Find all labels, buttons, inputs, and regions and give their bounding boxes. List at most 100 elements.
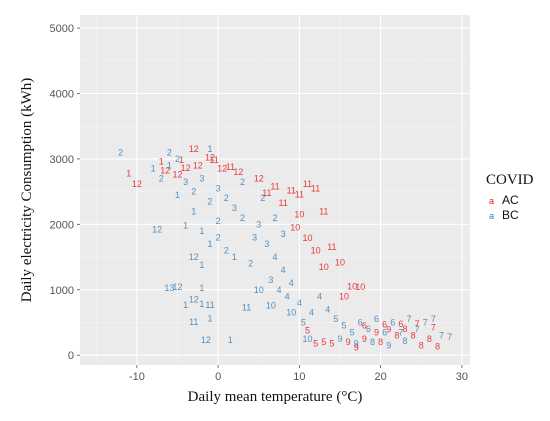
data-point-bc: 2: [167, 147, 172, 157]
data-point-bc: 7: [439, 331, 444, 341]
data-point-bc: 9: [386, 340, 391, 350]
data-point-bc: 12: [189, 252, 199, 262]
data-point-ac: 11: [226, 162, 235, 172]
data-point-bc: 2: [224, 246, 229, 256]
data-point-bc: 7: [431, 314, 436, 324]
data-point-ac: 7: [431, 323, 436, 333]
data-point-bc: 9: [337, 334, 342, 344]
data-point-bc: 3: [281, 229, 286, 239]
data-point-ac: 12: [254, 174, 264, 184]
data-point-ac: 11: [311, 183, 320, 193]
data-point-bc: 2: [159, 174, 164, 184]
data-point-bc: 13: [164, 283, 174, 293]
data-point-bc: 7: [407, 314, 412, 324]
data-point-ac: 5: [313, 338, 318, 348]
data-point-bc: 3: [183, 177, 188, 187]
data-point-ac: 12: [205, 153, 215, 163]
data-point-bc: 1: [228, 335, 233, 345]
data-point-ac: 8: [419, 340, 424, 350]
data-point-ac: 9: [362, 334, 367, 344]
y-tick-label: 3000: [50, 154, 74, 166]
data-point-ac: 1: [126, 168, 131, 178]
data-point-bc: 5: [342, 321, 347, 331]
data-point-bc: 3: [252, 232, 257, 242]
legend-title: COVID: [486, 172, 534, 188]
x-tick-label: 0: [215, 371, 221, 383]
data-point-bc: 1: [207, 314, 212, 324]
data-point-bc: 2: [272, 213, 277, 223]
data-point-bc: 2: [248, 259, 253, 269]
data-point-ac: 11: [295, 189, 304, 199]
data-point-bc: 4: [309, 308, 314, 318]
data-point-bc: 12: [152, 225, 162, 235]
data-point-ac: 10: [294, 210, 304, 220]
data-point-ac: 8: [435, 342, 440, 352]
data-point-ac: 10: [355, 282, 365, 292]
data-point-bc: 5: [301, 317, 306, 327]
data-point-bc: 1: [199, 283, 204, 293]
data-point-bc: 1: [199, 260, 204, 270]
data-point-ac: 10: [290, 223, 300, 233]
data-point-bc: 2: [260, 193, 265, 203]
data-point-bc: 6: [374, 314, 379, 324]
data-point-ac: 12: [217, 164, 227, 174]
data-point-ac: 9: [386, 325, 391, 335]
data-point-bc: 1: [199, 299, 204, 309]
data-point-ac: 11: [327, 242, 336, 252]
data-point-bc: 10: [266, 300, 276, 310]
data-point-bc: 3: [256, 219, 261, 229]
x-tick-label: -10: [129, 371, 145, 383]
data-point-bc: 4: [297, 298, 302, 308]
data-point-bc: 5: [350, 327, 355, 337]
data-point-bc: 6: [382, 327, 387, 337]
data-point-bc: 3: [199, 174, 204, 184]
data-point-ac: 9: [346, 337, 351, 347]
y-tick-label: 4000: [50, 89, 74, 101]
data-point-bc: 12: [201, 335, 211, 345]
plot-panel: [80, 15, 470, 365]
data-point-bc: 3: [264, 239, 269, 249]
data-point-bc: 1: [207, 239, 212, 249]
data-point-ac: 5: [329, 338, 334, 348]
data-point-ac: 8: [394, 331, 399, 341]
legend-key-bc: a: [489, 211, 494, 221]
data-point-bc: 12: [172, 282, 182, 292]
data-point-ac: 12: [193, 160, 203, 170]
data-point-ac: 12: [172, 170, 182, 180]
data-point-ac: 11: [319, 206, 328, 216]
data-point-bc: 3: [216, 183, 221, 193]
y-axis-title: Daily electricity Consumption (kWh): [19, 78, 35, 303]
y-tick-label: 1000: [50, 285, 74, 297]
data-point-ac: 12: [189, 144, 199, 154]
data-point-bc: 1: [232, 252, 237, 262]
x-axis-title: Daily mean temperature (°C): [188, 389, 363, 405]
legend-label-ac: AC: [502, 193, 519, 207]
data-point-ac: 12: [233, 167, 243, 177]
data-point-bc: 2: [224, 193, 229, 203]
data-point-ac: 9: [354, 342, 359, 352]
data-point-bc: 6: [366, 324, 371, 334]
data-point-ac: 10: [339, 291, 349, 301]
data-point-bc: 1: [199, 226, 204, 236]
data-point-ac: 8: [427, 334, 432, 344]
data-point-bc: 1: [167, 160, 172, 170]
data-point-ac: 10: [335, 257, 345, 267]
grid-lines: [80, 15, 470, 365]
data-point-bc: 10: [286, 308, 296, 318]
data-point-bc: 11: [205, 300, 214, 310]
data-point-bc: 2: [118, 147, 123, 157]
data-point-ac: 10: [319, 262, 329, 272]
data-point-bc: 1: [207, 144, 212, 154]
data-point-ac: 8: [378, 337, 383, 347]
legend-key-ac: a: [489, 196, 494, 206]
data-point-ac: 10: [302, 233, 312, 243]
data-point-ac: 12: [160, 166, 170, 176]
data-point-ac: 12: [132, 179, 142, 189]
data-point-bc: 2: [216, 232, 221, 242]
data-point-ac: 5: [321, 337, 326, 347]
data-point-ac: 11: [209, 155, 218, 165]
data-point-bc: 4: [285, 291, 290, 301]
data-point-ac: 10: [347, 281, 357, 291]
